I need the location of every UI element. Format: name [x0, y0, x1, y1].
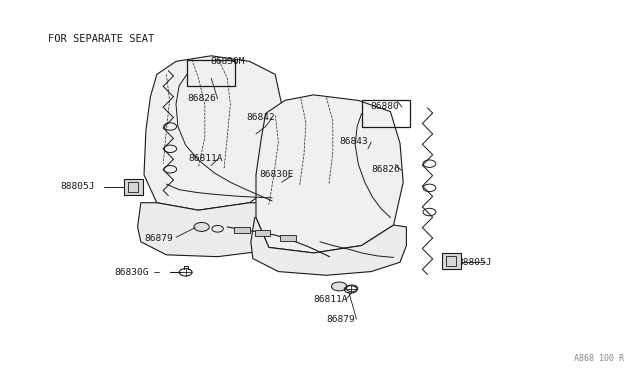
- Bar: [446, 256, 456, 266]
- Text: 88805J: 88805J: [458, 258, 492, 267]
- Bar: [255, 230, 270, 236]
- Text: A868 100 R: A868 100 R: [574, 354, 624, 363]
- Text: 86830G: 86830G: [114, 268, 148, 277]
- Bar: [187, 60, 235, 86]
- Bar: [280, 235, 296, 241]
- Circle shape: [332, 282, 347, 291]
- Polygon shape: [144, 56, 285, 210]
- Text: 86843: 86843: [339, 137, 368, 146]
- Text: 86826: 86826: [371, 165, 400, 174]
- Text: 86879: 86879: [144, 234, 173, 243]
- Text: 86811A: 86811A: [189, 154, 223, 163]
- Polygon shape: [251, 218, 406, 275]
- Text: FOR SEPARATE SEAT: FOR SEPARATE SEAT: [48, 34, 154, 44]
- Polygon shape: [256, 95, 403, 253]
- Text: 86826: 86826: [188, 94, 216, 103]
- Bar: [362, 100, 410, 127]
- Polygon shape: [138, 203, 287, 257]
- Text: 86842: 86842: [246, 113, 275, 122]
- Bar: [442, 253, 461, 269]
- Text: 86830E: 86830E: [259, 170, 294, 179]
- Text: 86880: 86880: [370, 102, 399, 110]
- Bar: [124, 179, 143, 195]
- Circle shape: [194, 222, 209, 231]
- Bar: [128, 182, 138, 192]
- Bar: [234, 227, 250, 233]
- Text: 86879: 86879: [326, 315, 355, 324]
- Text: 86811A: 86811A: [314, 295, 348, 304]
- Text: 86830M: 86830M: [210, 57, 244, 66]
- Text: 88805J: 88805J: [61, 182, 95, 191]
